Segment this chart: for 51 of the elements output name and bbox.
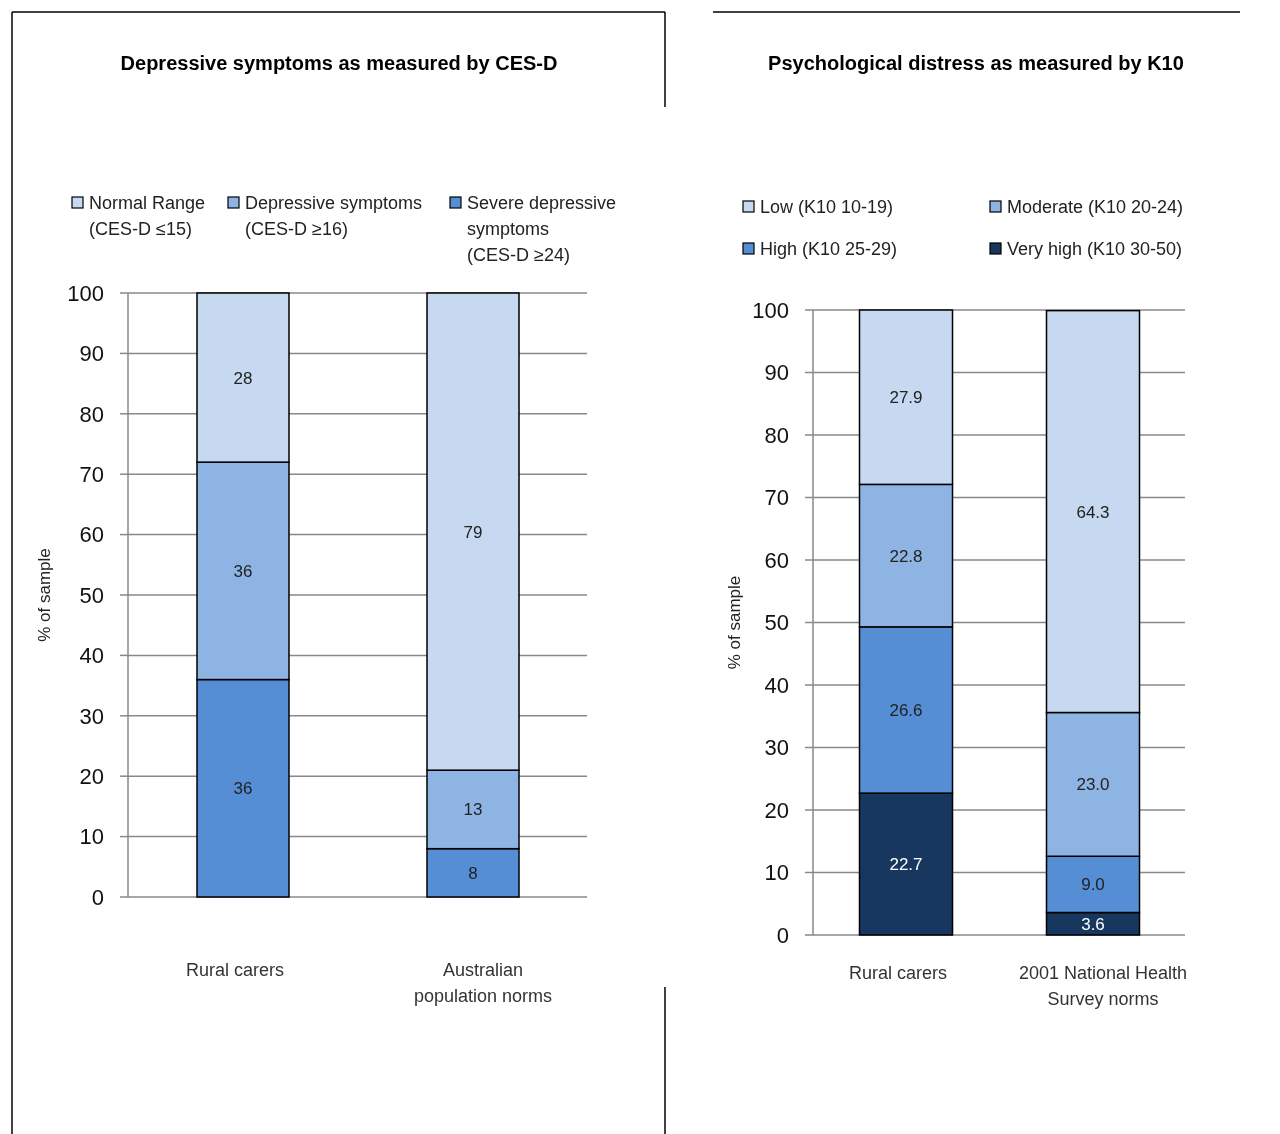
y-tick-label: 10 (79, 824, 104, 850)
legend-label: Severe depressive symptoms (CES-D ≥24) (467, 193, 617, 266)
chart-title: Psychological distress as measured by K10 (768, 52, 1184, 74)
y-tick-label: 40 (79, 643, 104, 669)
data-label: 3.6 (1081, 914, 1105, 934)
data-label: 28 (233, 368, 253, 388)
data-label: 36 (233, 561, 253, 581)
y-tick-label: 100 (67, 280, 104, 306)
legend-label: Depressive symptoms (CES-D ≥16) (245, 193, 423, 240)
data-label: 22.8 (889, 546, 923, 566)
y-tick-label: 90 (764, 360, 789, 386)
y-axis-title: % of sample (35, 548, 54, 642)
data-label: 26.6 (889, 700, 923, 720)
y-tick-label: 10 (764, 860, 789, 886)
x-tick-label: Rural carers (848, 963, 948, 983)
legend-label: Normal Range (CES-D ≤15) (89, 193, 206, 240)
y-tick-label: 40 (764, 672, 789, 698)
data-label: 27.9 (889, 388, 923, 408)
y-tick-label: 30 (79, 703, 104, 729)
data-label: 22.7 (889, 855, 923, 875)
y-tick-label: 50 (764, 610, 789, 636)
y-tick-label: 100 (752, 297, 789, 323)
y-tick-label: 60 (79, 522, 104, 548)
x-tick-label: Rural carers (185, 960, 285, 980)
data-label: 13 (463, 800, 483, 820)
y-tick-label: 80 (764, 422, 789, 448)
data-label: 64.3 (1076, 502, 1110, 522)
y-tick-label: 20 (79, 763, 104, 789)
y-tick-label: 70 (79, 461, 104, 487)
y-tick-label: 0 (91, 884, 104, 910)
y-tick-label: 80 (79, 401, 104, 427)
chart-title: Depressive symptoms as measured by CES-D (120, 52, 558, 74)
legend-label: High (K10 25-29) (760, 239, 898, 260)
y-tick-label: 90 (79, 341, 104, 367)
data-label: 23.0 (1076, 775, 1110, 795)
data-label: 9.0 (1081, 875, 1105, 895)
y-tick-label: 60 (764, 547, 789, 573)
x-tick-label: Australian population norms (413, 960, 553, 1006)
legend-label: Moderate (K10 20-24) (1007, 197, 1184, 218)
y-tick-label: 20 (764, 797, 789, 823)
data-label: 36 (233, 779, 253, 799)
legend-label: Very high (K10 30-50) (1007, 239, 1183, 260)
y-tick-label: 0 (776, 922, 789, 948)
data-label: 8 (468, 863, 478, 883)
data-label: 79 (463, 522, 483, 542)
y-tick-label: 30 (764, 735, 789, 761)
y-tick-label: 50 (79, 582, 104, 608)
x-tick-label: 2001 National Health Survey norms (1018, 963, 1188, 1009)
y-tick-label: 70 (764, 485, 789, 511)
legend-label: Low (K10 10-19) (760, 197, 894, 218)
y-axis-title: % of sample (725, 575, 744, 670)
